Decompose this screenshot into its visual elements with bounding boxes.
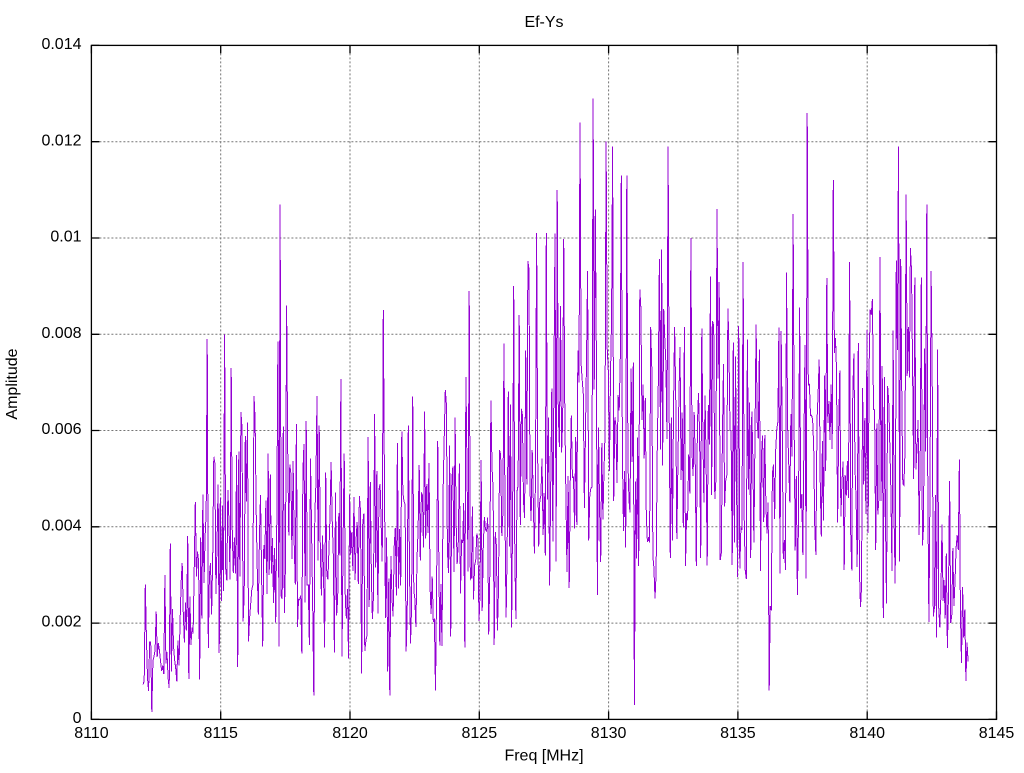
svg-text:8115: 8115	[203, 725, 238, 742]
svg-text:0.006: 0.006	[41, 421, 81, 438]
svg-text:8130: 8130	[591, 725, 627, 742]
svg-text:8120: 8120	[332, 725, 368, 742]
svg-text:Ef-Ys: Ef-Ys	[524, 14, 563, 31]
svg-text:0.012: 0.012	[41, 132, 81, 149]
svg-text:0.01: 0.01	[50, 229, 81, 246]
svg-text:8145: 8145	[979, 725, 1015, 742]
svg-text:0.002: 0.002	[41, 614, 81, 631]
svg-text:0: 0	[73, 710, 82, 727]
svg-text:Freq [MHz]: Freq [MHz]	[504, 748, 583, 765]
svg-text:Amplitude: Amplitude	[4, 348, 21, 419]
svg-text:8140: 8140	[849, 725, 885, 742]
svg-text:8125: 8125	[462, 725, 498, 742]
svg-text:0.014: 0.014	[41, 36, 81, 53]
svg-text:8135: 8135	[720, 725, 756, 742]
svg-text:0.004: 0.004	[41, 517, 81, 534]
svg-text:8110: 8110	[74, 725, 109, 742]
svg-text:0.008: 0.008	[41, 325, 81, 342]
